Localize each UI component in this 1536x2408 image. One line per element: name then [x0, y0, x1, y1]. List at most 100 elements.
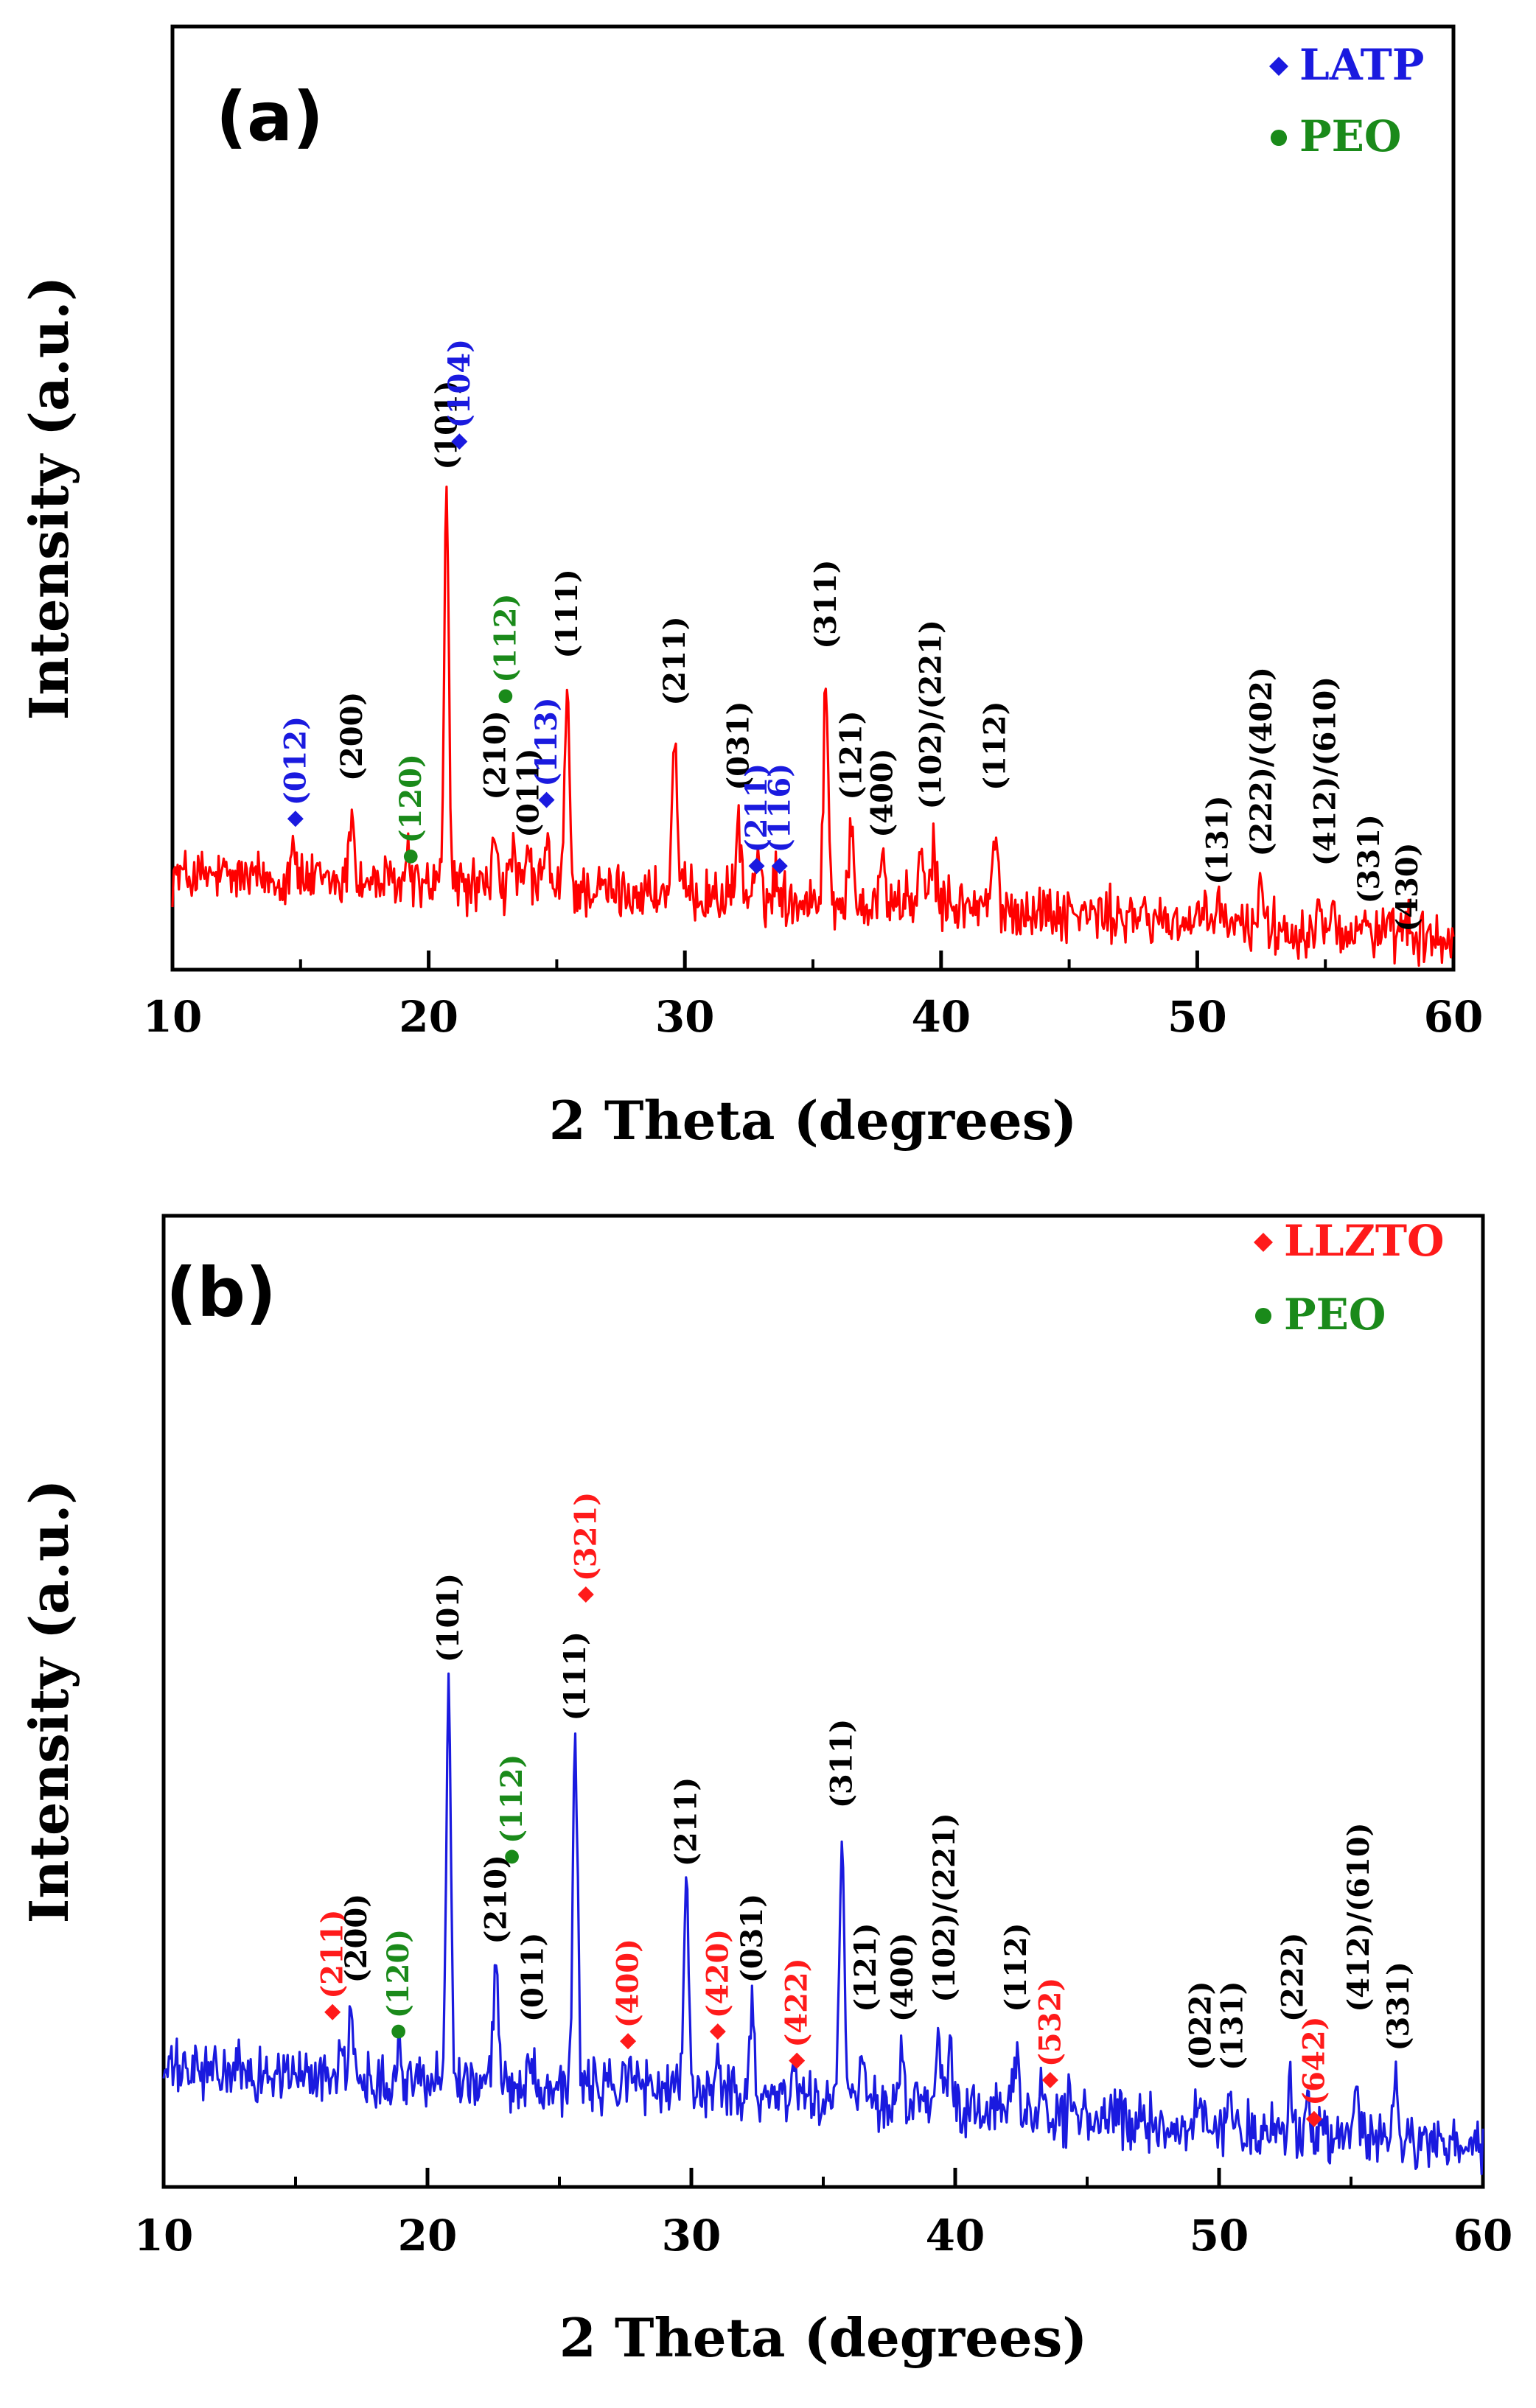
peak-annotation: (031): [722, 701, 756, 790]
peak-annotation: (121): [848, 1922, 883, 2012]
peak-annotation: (400): [611, 1939, 646, 2050]
peak-annotation: (200): [339, 1894, 374, 1983]
peak-label: (111): [550, 569, 584, 658]
peak-annotation: (011): [516, 1933, 551, 2022]
peak-annotation: (400): [865, 748, 899, 837]
diamond-peak-icon: [287, 811, 304, 827]
peak-label: (011): [516, 1933, 551, 2022]
peak-label: (112): [977, 701, 1012, 790]
peak-annotation: (102)/(221): [927, 1813, 962, 2002]
legend-label: PEO: [1284, 1289, 1386, 1340]
peak-label: (331): [1352, 814, 1386, 903]
peak-label: (200): [335, 692, 369, 781]
y-axis-label: Intensity (a.u.): [18, 276, 80, 721]
x-tick-label: 50: [1167, 992, 1227, 1042]
peak-label: (102)/(221): [927, 1813, 962, 2002]
x-tick-label: 40: [911, 992, 971, 1042]
legend-entry-latp: LATP: [1269, 40, 1424, 90]
peak-label: (121): [848, 1922, 883, 2012]
peak-annotation: (420): [700, 1929, 735, 2040]
peak-annotation: (104): [442, 339, 477, 450]
peak-annotation: (311): [825, 1719, 859, 1808]
peak-label: (131): [1215, 1981, 1249, 2070]
x-tick-label: 30: [655, 992, 715, 1042]
peak-annotation: (131): [1215, 1981, 1249, 2070]
peak-annotation: (112): [488, 593, 523, 704]
circle-peak-icon: [403, 850, 418, 864]
peak-annotation: (532): [1033, 1978, 1067, 2089]
peak-label: (120): [381, 1929, 416, 2018]
panel-b: 10 20 30 40 50 60 2 Theta (degrees) Intensity (…: [18, 1214, 1513, 2369]
peak-annotation: (210): [478, 710, 512, 799]
peak-label: (011): [512, 748, 546, 837]
peak-annotation: (112): [495, 1754, 529, 1864]
peak-annotation: (101): [431, 1573, 466, 1662]
diamond-peak-icon: [1041, 2072, 1058, 2089]
x-tick-label: 20: [398, 2211, 458, 2261]
x-tick-label: 20: [399, 992, 458, 1042]
peak-label: (211): [315, 1909, 350, 1998]
peak-label: (422): [780, 1958, 814, 2047]
peak-label: (331): [1381, 1961, 1416, 2051]
peak-label: (400): [885, 1933, 920, 2022]
peak-annotation: (222): [1276, 1933, 1310, 2022]
peak-annotation: (111): [558, 1631, 593, 1721]
peak-label: (131): [1201, 795, 1235, 884]
diamond-peak-icon: [577, 1586, 594, 1603]
peak-label: (210): [478, 710, 512, 799]
peak-annotation: (102)/(221): [913, 620, 948, 809]
peak-label: (400): [611, 1939, 646, 2028]
diamond-legend-icon: [1254, 1233, 1273, 1252]
legend-label: LATP: [1299, 40, 1424, 90]
diamond-legend-icon: [1269, 57, 1288, 76]
peak-annotation: (422): [780, 1958, 814, 2069]
peak-annotation: (112): [977, 701, 1012, 790]
peak-annotation: (400): [885, 1933, 920, 2022]
legend-label: PEO: [1299, 111, 1401, 161]
peak-annotation: (120): [381, 1929, 416, 2039]
panel-label: (b): [166, 1253, 276, 1332]
x-tick-label: 60: [1424, 992, 1484, 1042]
diamond-peak-icon: [1305, 2110, 1322, 2127]
peak-label: (113): [529, 697, 564, 786]
x-tick-label: 50: [1190, 2211, 1249, 2261]
peak-annotation: (222)/(402): [1244, 667, 1279, 856]
peak-label: (116): [762, 763, 797, 853]
x-tick-label: 60: [1453, 2211, 1513, 2261]
y-axis-label: Intensity (a.u.): [18, 1480, 80, 1924]
panel-a: 10 20 30 40 50 60 2 Theta (degrees) Intensity (…: [18, 24, 1484, 1152]
x-axis-label: 2 Theta (degrees): [549, 1089, 1078, 1152]
circle-peak-icon: [391, 2024, 405, 2039]
peak-annotation: (022): [1183, 1981, 1218, 2070]
peak-annotation: (211): [668, 1777, 703, 1866]
peak-label: (311): [825, 1719, 859, 1808]
peak-annotation: (321): [568, 1492, 603, 1603]
peak-label: (210): [479, 1855, 514, 1944]
diamond-peak-icon: [620, 2033, 637, 2050]
peak-annotation: (642): [1296, 2016, 1331, 2127]
peak-annotation: (120): [394, 754, 428, 864]
diamond-peak-icon: [789, 2052, 806, 2069]
circle-peak-icon: [505, 1849, 519, 1864]
peak-label: (101): [431, 1573, 466, 1662]
legend-label: LLZTO: [1284, 1216, 1445, 1266]
circle-peak-icon: [498, 689, 513, 704]
legend-entry-llzto: LLZTO: [1254, 1216, 1445, 1266]
peak-label: (012): [278, 716, 313, 805]
peak-label: (311): [809, 559, 843, 648]
peak-label: (112): [488, 593, 523, 682]
peak-label: (112): [999, 1922, 1033, 2012]
x-axis-label: 2 Theta (degrees): [559, 2306, 1088, 2369]
diamond-peak-icon: [451, 433, 468, 450]
peak-label: (430): [1390, 842, 1425, 931]
peak-annotation: (211): [657, 616, 692, 705]
peak-annotation: (412)/(610): [1341, 1822, 1376, 2012]
peak-annotation: (331): [1381, 1961, 1416, 2051]
peak-annotation: (012): [278, 716, 313, 827]
peak-annotation: (131): [1201, 795, 1235, 884]
peak-label: (222)/(402): [1244, 667, 1279, 856]
peak-label: (321): [568, 1492, 603, 1581]
peak-label: (101): [429, 380, 464, 469]
peak-annotation: (121): [834, 710, 869, 799]
